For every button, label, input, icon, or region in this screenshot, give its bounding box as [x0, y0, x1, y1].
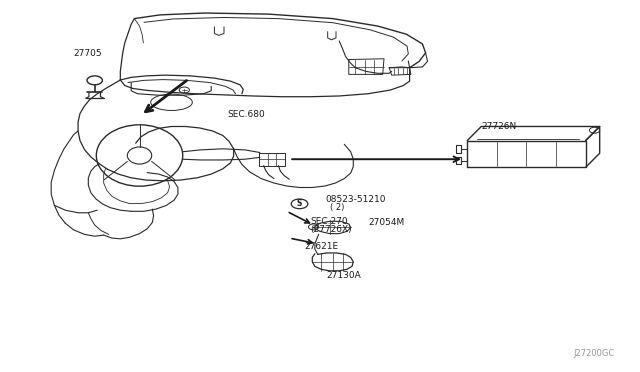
Text: S: S — [297, 199, 302, 208]
Text: 27054M: 27054M — [368, 218, 404, 227]
Circle shape — [291, 199, 308, 209]
Text: SEC.680: SEC.680 — [227, 110, 265, 119]
Text: 27130A: 27130A — [326, 272, 361, 280]
Text: SEC.270: SEC.270 — [310, 217, 348, 226]
Text: 27726N: 27726N — [481, 122, 516, 131]
Text: 08523-51210: 08523-51210 — [325, 195, 386, 204]
Text: J27200GC: J27200GC — [573, 349, 614, 358]
Text: ( 2): ( 2) — [330, 203, 344, 212]
Circle shape — [87, 76, 102, 85]
Text: (27726X): (27726X) — [310, 225, 352, 234]
Text: 27705: 27705 — [74, 49, 102, 58]
Text: 27621E: 27621E — [305, 242, 339, 251]
